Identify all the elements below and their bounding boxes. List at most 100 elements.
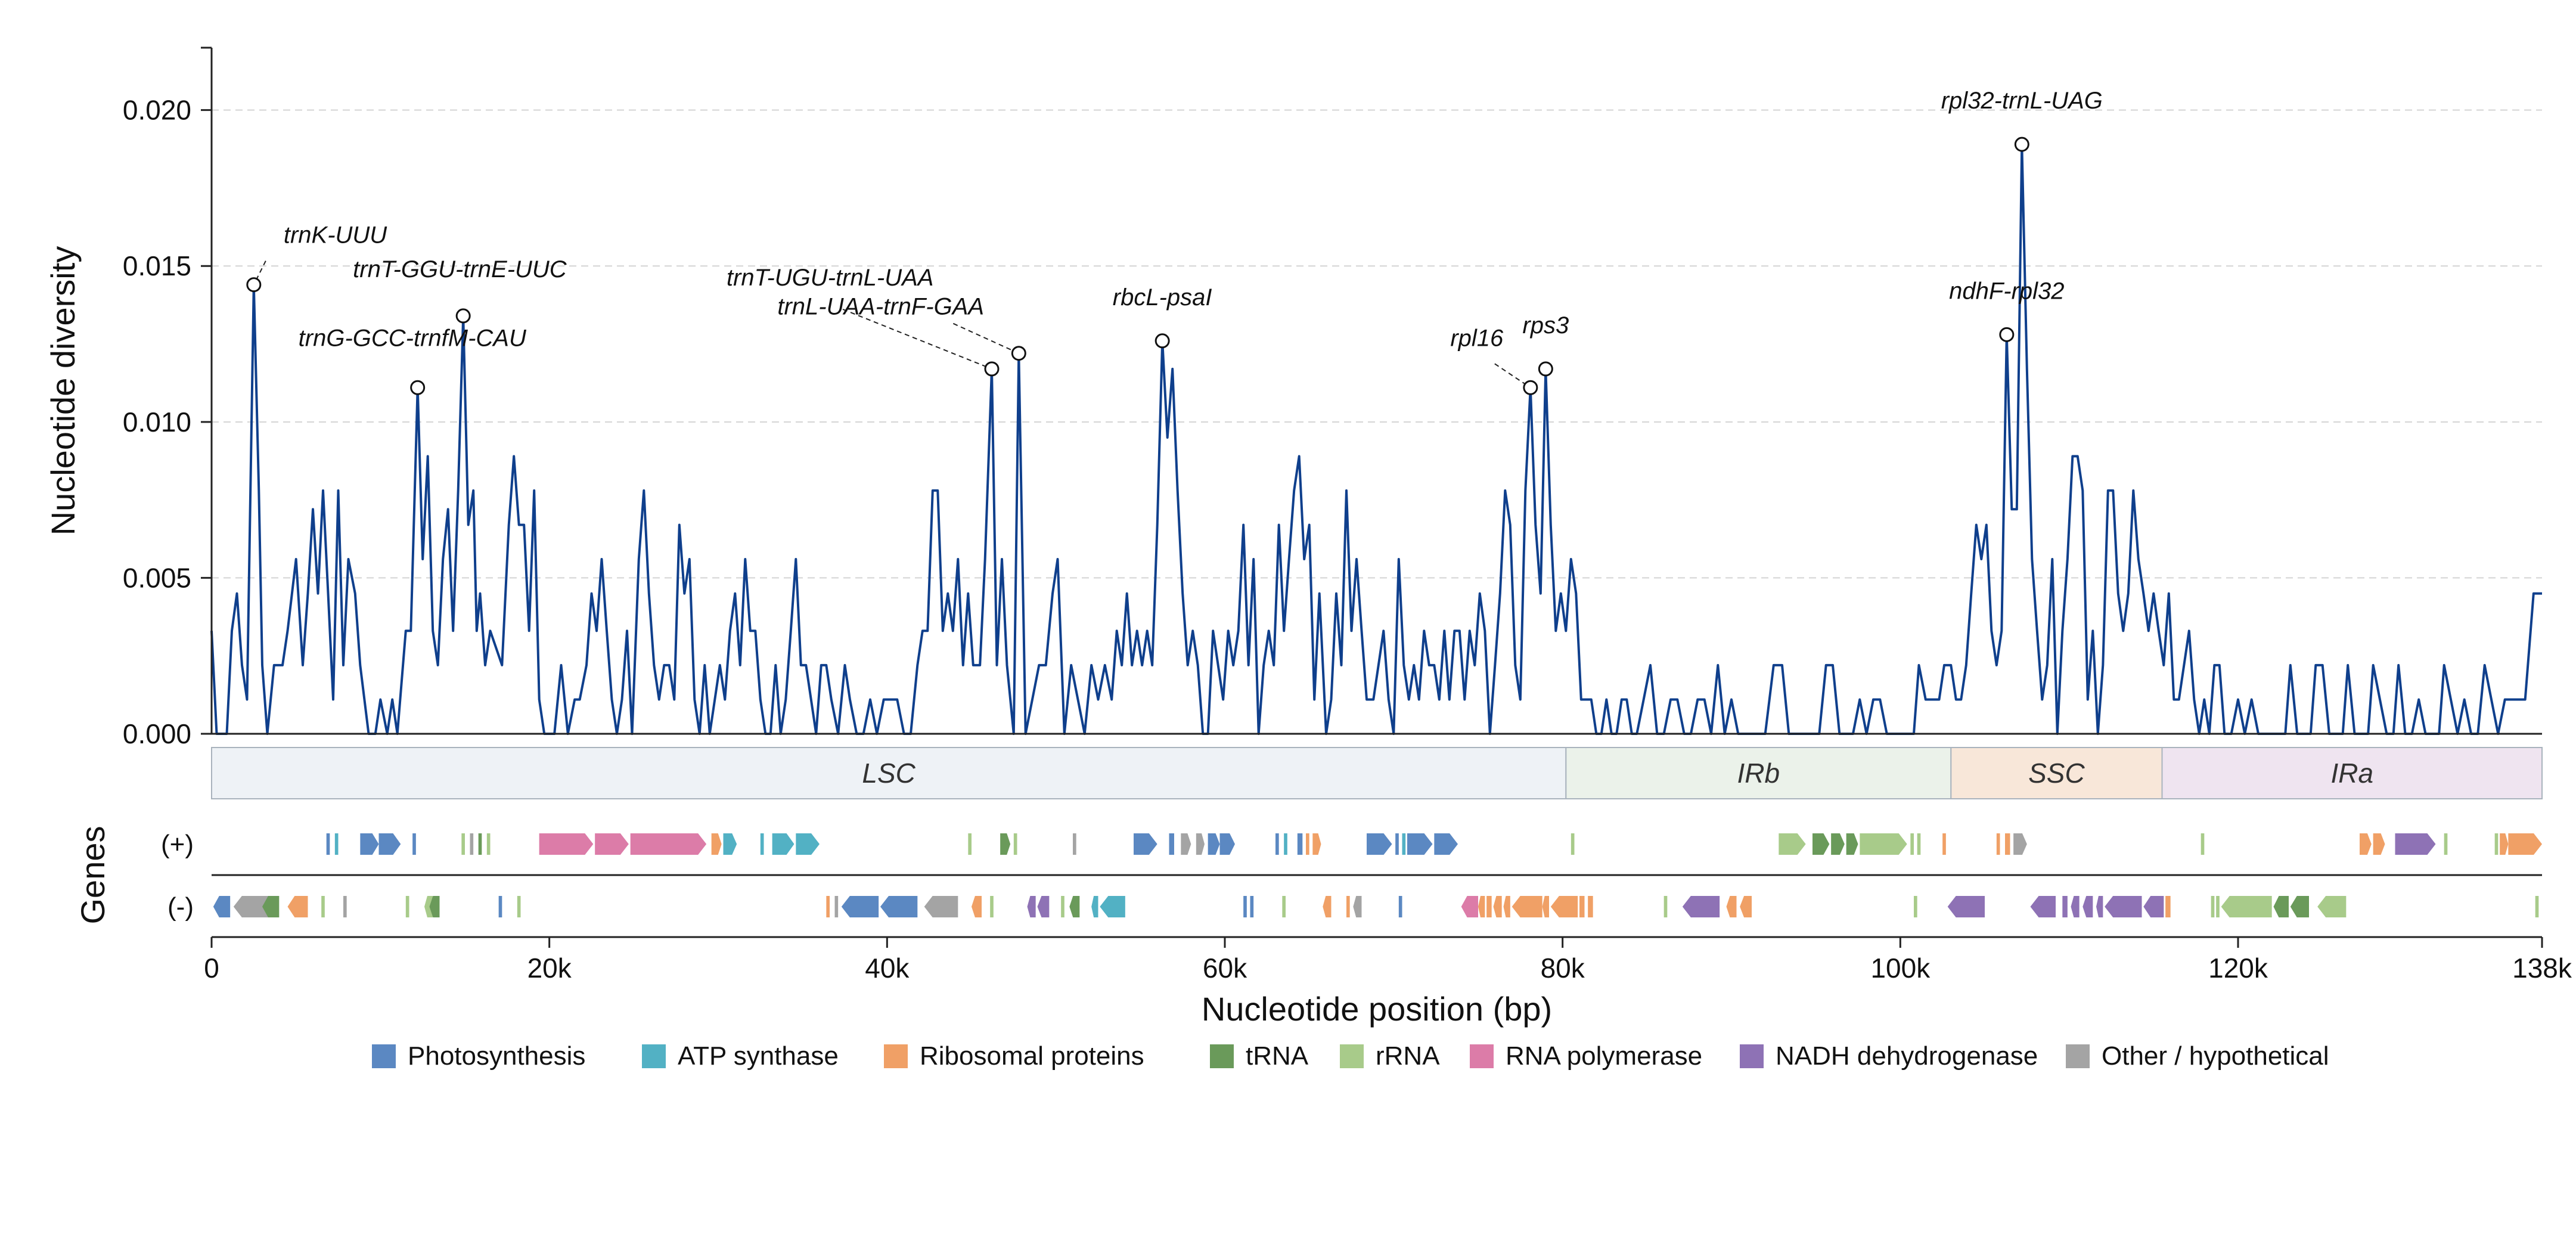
- gene-other: [233, 896, 276, 917]
- peak-marker: [1154, 333, 1170, 349]
- gene-photosynthesis: [1398, 896, 1402, 917]
- gene-atp: [723, 833, 737, 855]
- gene-ndh: [2096, 896, 2103, 917]
- gene-ribosomal: [1542, 896, 1549, 917]
- gene-ndh: [2062, 896, 2068, 917]
- plus-strand-label: (+): [161, 830, 194, 859]
- gene-rrna: [1663, 896, 1668, 917]
- gene-photosynthesis: [1407, 833, 1433, 855]
- gene-photosynthesis: [412, 833, 416, 855]
- gene-photosynthesis: [498, 896, 502, 917]
- gene-photosynthesis: [1250, 896, 1254, 917]
- gene-rrna: [968, 833, 972, 855]
- gene-ribosomal: [2005, 833, 2010, 855]
- gene-rnapol: [1461, 896, 1478, 917]
- gene-ndh: [2030, 896, 2056, 917]
- legend-label-ndh: NADH dehydrogenase: [1776, 1041, 2038, 1071]
- gene-rrna: [1860, 833, 1907, 855]
- gene-ndh: [1027, 896, 1036, 917]
- gene-ribosomal: [2373, 833, 2385, 855]
- legend-label-atp: ATP synthase: [678, 1041, 839, 1071]
- gene-trna: [2290, 896, 2309, 917]
- region-block-ssc: [1950, 747, 2163, 799]
- gene-ribosomal: [2500, 833, 2509, 855]
- gene-other: [1353, 896, 1362, 917]
- peak-annotations: trnK-UUU trnG-GCC-trnfM-CAU trnT-GGU-trnE-…: [246, 88, 2103, 395]
- gene-trna: [1069, 896, 1080, 917]
- gene-ribosomal: [2360, 833, 2372, 855]
- gene-rrna: [1013, 833, 1017, 855]
- axes: [210, 48, 2542, 938]
- annotation-leader: [842, 308, 992, 370]
- gene-trna: [1812, 833, 1830, 855]
- gene-photosynthesis: [841, 896, 879, 917]
- gene-rrna: [2494, 833, 2499, 855]
- peak-marker: [1538, 361, 1553, 377]
- gene-photosynthesis: [1395, 833, 1399, 855]
- x-axis-ticks: 0 20k 40k 60k 80k 100k 120k 138k: [204, 937, 2572, 984]
- legend-label-ribosomal: Ribosomal proteins: [920, 1041, 1144, 1071]
- gene-ndh: [2143, 896, 2164, 917]
- gene-rrna: [2535, 896, 2539, 917]
- legend-swatch-photosynthesis: [372, 1044, 396, 1068]
- legend-label-other: Other / hypothetical: [2102, 1041, 2329, 1071]
- gene-rrna: [2211, 896, 2215, 917]
- gene-ribosomal: [972, 896, 982, 917]
- gene-ribosomal: [1942, 833, 1946, 855]
- gene-photosynthesis: [360, 833, 379, 855]
- legend: Photosynthesis ATP synthase Ribosomal prot…: [372, 1041, 2329, 1071]
- gene-rrna: [2201, 833, 2205, 855]
- legend-label-rnapol: RNA polymerase: [1506, 1041, 1702, 1071]
- legend-swatch-atp: [642, 1044, 666, 1068]
- gene-other: [834, 896, 839, 917]
- gene-ribosomal: [1740, 896, 1752, 917]
- gene-atp: [796, 833, 820, 855]
- region-label: SSC: [2028, 758, 2085, 789]
- gene-photosynthesis: [326, 833, 330, 855]
- gene-ndh: [1947, 896, 1985, 917]
- peak-label: rpl16: [1450, 325, 1504, 351]
- gene-photosynthesis: [213, 896, 231, 917]
- peak-label: trnT-UGU-trnL-UAA: [727, 265, 933, 291]
- x-tick-label: 100k: [1870, 953, 1931, 984]
- gene-other: [924, 896, 958, 917]
- y-axis-ticks: 0.000 0.005 0.010 0.015 0.020: [123, 46, 212, 749]
- gene-ndh: [2105, 896, 2142, 917]
- gene-rrna: [1779, 833, 1806, 855]
- gene-trna: [478, 833, 482, 855]
- gene-ribosomal: [1486, 896, 1492, 917]
- gene-ribosomal: [1312, 833, 1321, 855]
- peak-marker: [1523, 380, 1538, 395]
- gene-photosynthesis: [1134, 833, 1157, 855]
- gene-photosynthesis: [1219, 833, 1235, 855]
- gene-ribosomal: [1579, 896, 1585, 917]
- gene-rrna: [461, 833, 465, 855]
- gene-rrna: [321, 896, 325, 917]
- gene-rrna: [2444, 833, 2448, 855]
- gene-rrna: [517, 896, 521, 917]
- gene-rrna: [1571, 833, 1575, 855]
- gene-photosynthesis: [1275, 833, 1279, 855]
- gene-rrna: [1914, 896, 1917, 917]
- legend-swatch-other: [2066, 1044, 2090, 1068]
- gene-trna: [1831, 833, 1845, 855]
- gene-other: [470, 833, 474, 855]
- gene-ribosomal: [1478, 896, 1485, 917]
- gene-photosynthesis: [1169, 833, 1174, 855]
- gene-ribosomal: [287, 896, 308, 917]
- gene-rrna: [1917, 833, 1921, 855]
- y-tick-label: 0.020: [123, 95, 191, 126]
- legend-label-rrna: rRNA: [1376, 1041, 1440, 1071]
- annotation-leader: [952, 322, 1019, 354]
- x-tick-label: 138k: [2512, 953, 2572, 984]
- gene-ndh: [2071, 896, 2080, 917]
- y-tick-label: 0.010: [123, 407, 191, 438]
- gene-atp: [760, 833, 764, 855]
- gene-photosynthesis: [1367, 833, 1392, 855]
- legend-label-photosynthesis: Photosynthesis: [408, 1041, 585, 1071]
- legend-label-trna: tRNA: [1246, 1041, 1309, 1071]
- legend-swatch-ndh: [1740, 1044, 1764, 1068]
- gene-photosynthesis: [1297, 833, 1303, 855]
- gene-rrna: [1910, 833, 1914, 855]
